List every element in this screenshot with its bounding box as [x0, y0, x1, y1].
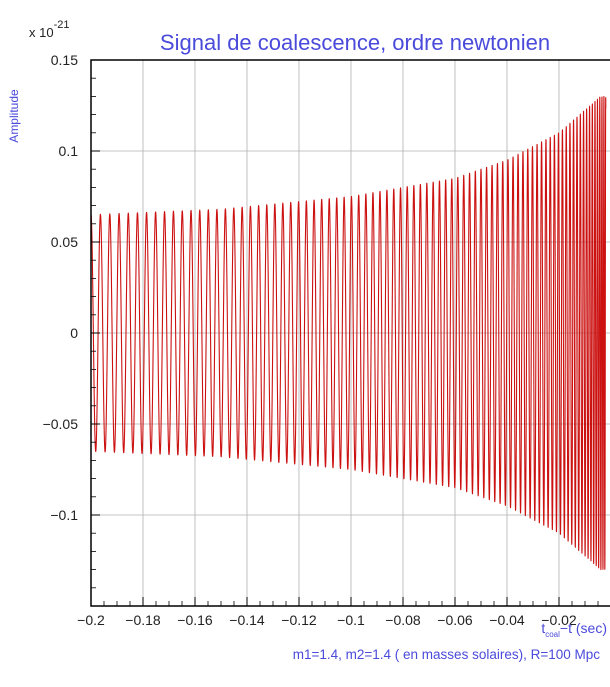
y-tick-label: 0.1 [59, 143, 79, 159]
x-tick-label: −0.18 [125, 612, 161, 628]
tick-layer: −0.2 −0.18 −0.16 −0.14 −0.12 −0.1 −0.08 −0.06 −0… [43, 52, 599, 628]
y-axis-label: Amplitude [7, 89, 21, 143]
y-tick-label: −0.1 [50, 507, 78, 523]
x-tick-label: −0.08 [385, 612, 421, 628]
x-tick-label: −0.16 [177, 612, 213, 628]
x-axis-label: tcoal−t (sec) [541, 620, 607, 639]
x-axis-label-rest: −t (sec) [560, 620, 607, 636]
x-tick-label: −0.02 [541, 612, 577, 628]
y-tick-label: 0.15 [51, 52, 78, 68]
x-tick-label: −0.2 [77, 612, 105, 628]
y-scale-base: x 10 [29, 25, 54, 40]
chart-title: Signal de coalescence, ordre newtonien [160, 30, 550, 55]
x-axis-label-t: t [541, 620, 545, 636]
x-tick-label: −0.04 [489, 612, 525, 628]
grid-layer [90, 59, 610, 606]
x-tick-label: −0.12 [281, 612, 317, 628]
y-tick-label: 0.05 [51, 234, 78, 250]
y-tick-label: −0.05 [43, 416, 79, 432]
signal-layer [90, 95, 607, 571]
y-scale-exponent: -21 [54, 19, 70, 31]
x-tick-label: −0.14 [229, 612, 265, 628]
x-tick-label: −0.06 [437, 612, 473, 628]
signal-series [90, 95, 607, 571]
x-tick-label: −0.1 [337, 612, 365, 628]
y-tick-label: 0 [70, 325, 78, 341]
parameters-footnote: m1=1.4, m2=1.4 ( en masses solaires), R=… [293, 647, 601, 662]
y-scale-label: x 10-21 [29, 19, 69, 40]
x-axis-label-subscript: coal [545, 630, 560, 639]
